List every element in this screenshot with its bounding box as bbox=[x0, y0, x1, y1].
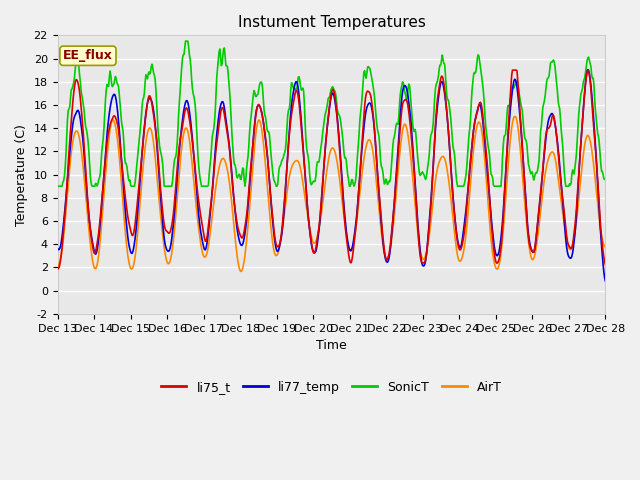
X-axis label: Time: Time bbox=[316, 339, 347, 352]
Text: EE_flux: EE_flux bbox=[63, 49, 113, 62]
Y-axis label: Temperature (C): Temperature (C) bbox=[15, 124, 28, 226]
Legend: li75_t, li77_temp, SonicT, AirT: li75_t, li77_temp, SonicT, AirT bbox=[156, 376, 506, 399]
Title: Instument Temperatures: Instument Temperatures bbox=[237, 15, 426, 30]
